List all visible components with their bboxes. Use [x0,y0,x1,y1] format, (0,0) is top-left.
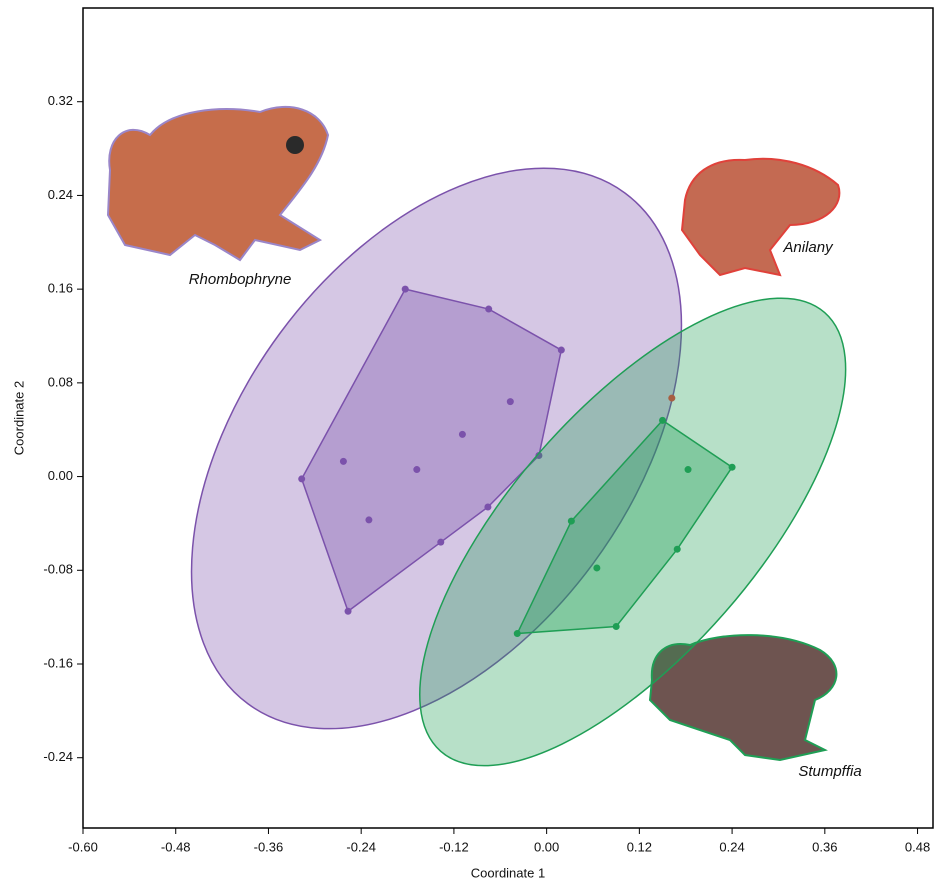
data-point [340,458,347,465]
data-point [365,516,372,523]
data-point [345,608,352,615]
y-tick-label: 0.08 [48,374,73,389]
series-label: Anilany [782,239,834,256]
x-tick-label: 0.48 [905,839,930,854]
data-point [729,464,736,471]
data-point [437,539,444,546]
data-point [593,564,600,571]
y-axis-label: Coordinate 2 [11,381,26,455]
x-tick-label: -0.24 [346,839,376,854]
y-tick-label: 0.16 [48,281,73,296]
frog-eye [286,136,304,154]
data-point [507,398,514,405]
x-tick-label: -0.36 [254,839,284,854]
series-label: Rhombophryne [189,271,292,288]
data-point [558,347,565,354]
data-point [674,546,681,553]
x-tick-label: -0.12 [439,839,469,854]
y-tick-label: 0.00 [48,468,73,483]
data-point [485,306,492,313]
y-tick-label: -0.16 [43,655,73,670]
frog-photo [108,107,328,260]
x-tick-label: 0.36 [812,839,837,854]
y-tick-label: -0.24 [43,749,73,764]
data-point [413,466,420,473]
y-tick-label: 0.32 [48,93,73,108]
data-point [568,518,575,525]
data-point [484,504,491,511]
data-point [659,417,666,424]
x-tick-label: -0.60 [68,839,98,854]
x-axis-label: Coordinate 1 [471,865,545,880]
chart: Coordinate 1 Coordinate 2 -0.60 -0.48 -0.3… [0,0,934,883]
x-tick-label: -0.48 [161,839,191,854]
x-tick-label: 0.00 [534,839,559,854]
frog-photo [682,159,839,275]
data-point [514,630,521,637]
data-point [402,286,409,293]
data-point [298,475,305,482]
data-point [685,466,692,473]
data-point [459,431,466,438]
y-tick-label: -0.08 [43,562,73,577]
data-point [613,623,620,630]
series-label: Stumpffia [798,763,861,780]
y-tick-label: 0.24 [48,187,73,202]
x-tick-label: 0.12 [627,839,652,854]
x-tick-label: 0.24 [719,839,744,854]
